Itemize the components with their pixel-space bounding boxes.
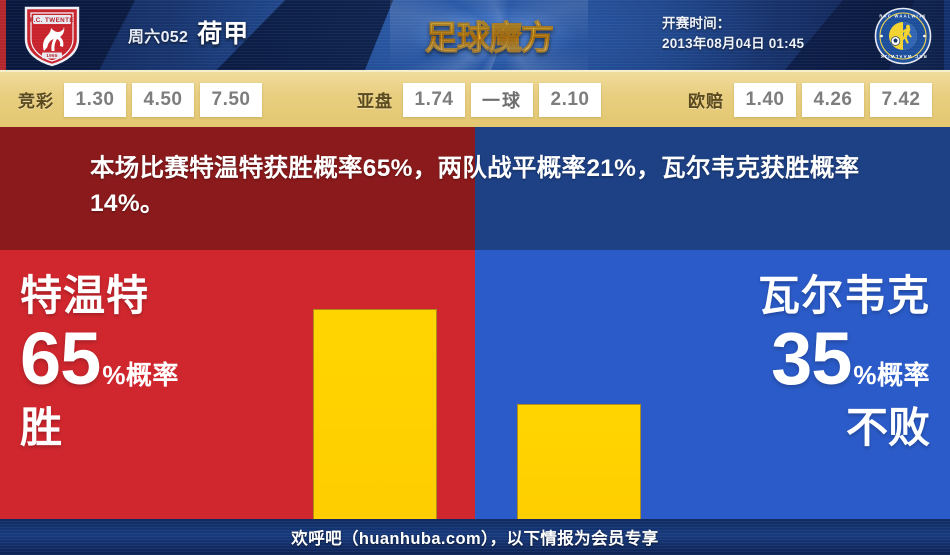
european-cell-home[interactable]: 1.40	[734, 82, 796, 117]
footer-bar: 欢呼吧（huanhuba.com），以下情报为会员专享	[0, 519, 950, 555]
svg-text:RKC WAALWIJK: RKC WAALWIJK	[879, 54, 926, 59]
home-team-block: 特温特 65 %概率 胜	[20, 275, 179, 449]
odds-bar: 竞彩 1.30 4.50 7.50 亚盘 1.74 一球 2.10 欧赔 1.4…	[0, 70, 950, 127]
main-panel	[0, 127, 950, 519]
odds-group-european: 欧赔 1.40 4.26 7.42	[688, 82, 932, 117]
header-bar: F.C. TWENTE 1965 周六052 荷甲 足球魔方 开赛时间： 201…	[0, 0, 950, 70]
svg-text:1965: 1965	[46, 53, 58, 58]
away-summary-band	[475, 127, 950, 250]
home-team-name: 特温特	[20, 272, 150, 319]
european-cell-draw[interactable]: 4.26	[802, 82, 864, 117]
european-cell-away[interactable]: 7.42	[870, 82, 932, 117]
home-probability-bar	[313, 309, 437, 555]
brand-text: 足球魔方	[425, 11, 555, 59]
footer-text: 欢呼吧（huanhuba.com），以下情报为会员专享	[291, 530, 659, 548]
kickoff-info: 开赛时间： 2013年08月04日 01:45	[662, 14, 804, 55]
probability-summary-text: 本场比赛特温特获胜概率65%，两队战平概率21%，瓦尔韦克获胜概率14%。	[90, 155, 860, 217]
svg-text:RKC WAALWIJK: RKC WAALWIJK	[879, 13, 926, 18]
away-percent-row: 35 %概率	[758, 317, 930, 400]
home-verdict: 胜	[20, 404, 63, 452]
header-left-edge-strip	[0, 0, 6, 70]
home-summary-band	[0, 127, 475, 250]
home-percent-row: 65 %概率	[20, 317, 179, 400]
round-number: 周六052	[128, 29, 189, 46]
odds-group-asian-handicap: 亚盘 1.74 一球 2.10	[357, 82, 601, 117]
match-meta: 周六052 荷甲	[128, 14, 249, 50]
league-name: 荷甲	[197, 20, 250, 48]
home-percent-suffix: %概率	[102, 360, 179, 390]
away-team-block: 瓦尔韦克 35 %概率 不败	[758, 275, 930, 449]
kickoff-value: 2013年08月04日 01:45	[662, 36, 805, 52]
svg-text:F.C. TWENTE: F.C. TWENTE	[30, 17, 74, 24]
home-team-crest-icon: F.C. TWENTE 1965	[22, 5, 82, 67]
brand-logo: 足球魔方	[390, 0, 588, 70]
odds-group-label: 亚盘	[357, 92, 393, 111]
away-verdict: 不败	[845, 404, 930, 452]
handicap-cell-line[interactable]: 一球	[471, 82, 533, 117]
away-half-panel	[475, 127, 950, 519]
header-right-edge-strip	[944, 0, 950, 70]
away-percent-value: 35	[771, 317, 852, 400]
away-percent-suffix: %概率	[853, 360, 930, 390]
odds-cell-draw[interactable]: 4.50	[132, 82, 194, 117]
handicap-cell-away[interactable]: 2.10	[539, 82, 601, 117]
odds-group-label: 竞彩	[18, 92, 54, 111]
brand-light-rays-icon	[390, 0, 588, 70]
odds-group-jingcai: 竞彩 1.30 4.50 7.50	[18, 82, 262, 117]
handicap-cell-home[interactable]: 1.74	[403, 82, 465, 117]
away-team-name: 瓦尔韦克	[757, 272, 930, 319]
home-percent-value: 65	[20, 317, 101, 400]
kickoff-label: 开赛时间：	[662, 16, 731, 31]
odds-cell-away[interactable]: 7.50	[200, 82, 262, 117]
away-team-crest-icon: RKC WAALWIJK RKC WAALWIJK	[874, 7, 932, 65]
odds-cell-home[interactable]: 1.30	[64, 82, 126, 117]
odds-group-label: 欧赔	[688, 92, 724, 111]
